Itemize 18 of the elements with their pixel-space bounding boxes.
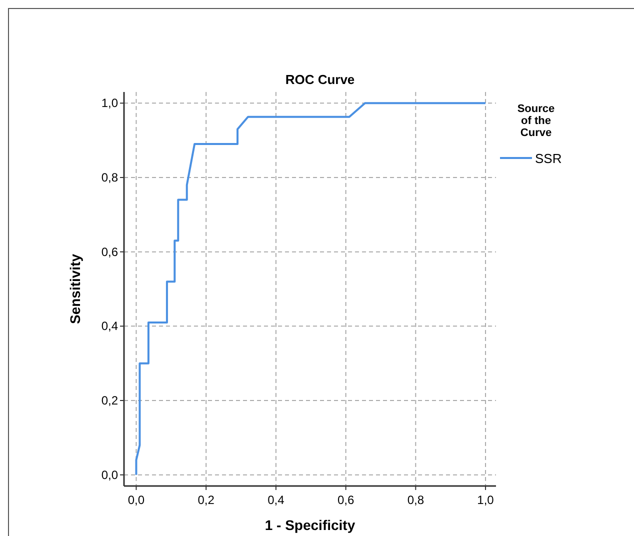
x-tick-label: 0,4 bbox=[268, 493, 285, 507]
y-tick-label: 0,8 bbox=[101, 170, 118, 184]
y-tick-label: 0,0 bbox=[101, 468, 118, 482]
chart-title: ROC Curve bbox=[285, 72, 355, 87]
x-axis-title: 1 - Specificity bbox=[264, 517, 356, 533]
x-tick-label: 0,2 bbox=[198, 493, 215, 507]
y-tick-label: 1,0 bbox=[101, 96, 118, 110]
y-tick-label: 0,4 bbox=[101, 319, 118, 334]
y-tick-label: 0,6 bbox=[101, 244, 118, 259]
x-tick-label: 1,0 bbox=[477, 493, 494, 507]
x-tick-label: 0,0 bbox=[128, 493, 145, 507]
line-series bbox=[135, 102, 487, 476]
legend-title: Source of the Curve bbox=[517, 103, 555, 139]
y-tick-label: 0,2 bbox=[101, 394, 118, 408]
legend-label: SSR bbox=[535, 151, 562, 166]
x-tick-label: 0,8 bbox=[407, 493, 424, 507]
x-tick-label: 0,6 bbox=[337, 493, 354, 507]
y-axis-title: Sensitivity bbox=[67, 254, 83, 324]
